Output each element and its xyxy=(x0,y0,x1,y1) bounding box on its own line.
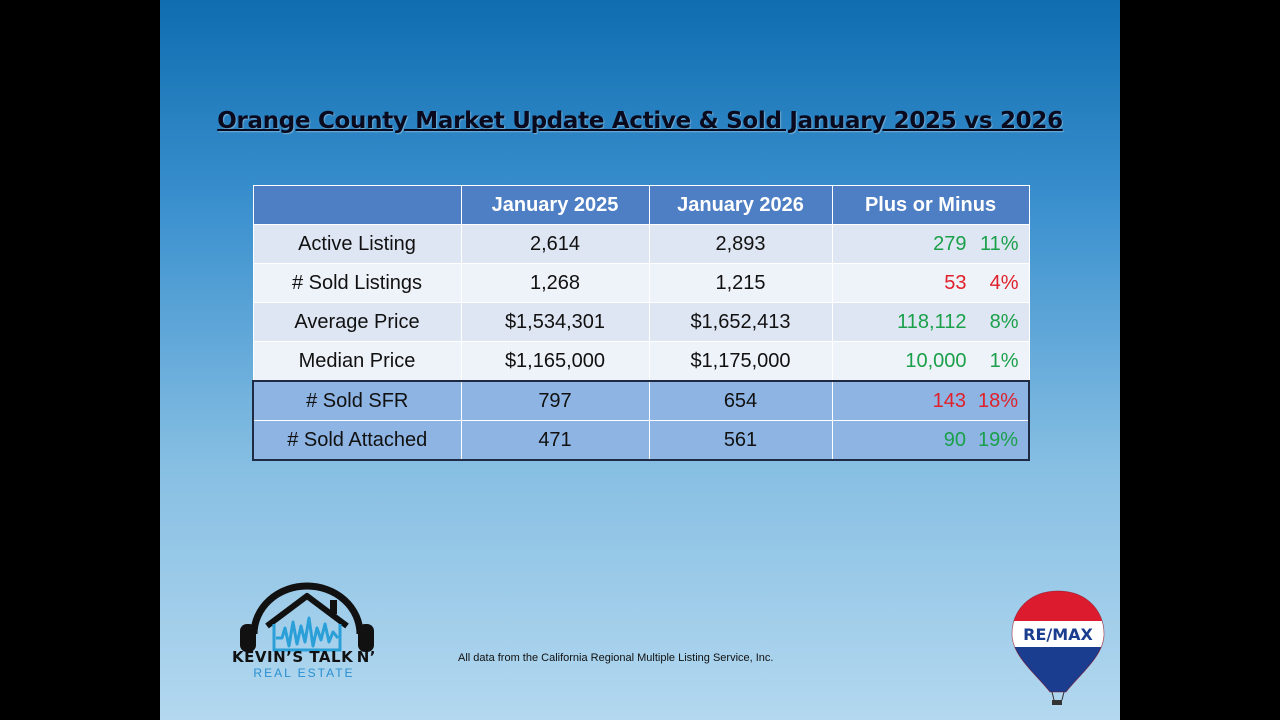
value-2025: $1,165,000 xyxy=(460,341,650,382)
value-2025: 1,268 xyxy=(460,263,650,303)
value-2026: 2,893 xyxy=(648,224,833,264)
value-2025: 797 xyxy=(460,380,650,421)
change-value: 143 xyxy=(932,389,966,412)
headphones-house-icon xyxy=(240,582,374,652)
change-percent: 8% xyxy=(989,310,1019,333)
value-2025: $1,534,301 xyxy=(460,302,650,342)
change-value: 118,112 xyxy=(897,310,967,333)
row-label: # Sold SFR xyxy=(252,380,462,421)
change-percent: 18% xyxy=(977,389,1018,412)
change-value: 90 xyxy=(943,428,966,451)
header-plus-minus: Plus or Minus xyxy=(831,185,1030,225)
value-2026: $1,175,000 xyxy=(648,341,833,382)
change-percent: 1% xyxy=(989,349,1019,372)
logo-subtitle: REAL ESTATE xyxy=(253,666,355,680)
logo-title: KEVIN’S TALK N’ xyxy=(232,648,376,666)
change-cell: 118,112 8% xyxy=(831,302,1030,342)
value-2026: 561 xyxy=(648,420,833,461)
value-2026: $1,652,413 xyxy=(648,302,833,342)
change-cell: 279 11% xyxy=(831,224,1030,264)
header-blank xyxy=(252,185,462,225)
row-label: Active Listing xyxy=(252,224,462,264)
row-label: # Sold Listings xyxy=(252,263,462,303)
table-row: Active Listing 2,614 2,893 279 11% xyxy=(252,224,1030,264)
hot-air-balloon-icon: RE/MAX xyxy=(1011,590,1105,705)
table-row: Median Price $1,165,000 $1,175,000 10,00… xyxy=(252,341,1030,382)
header-jan-2026: January 2026 xyxy=(648,185,833,225)
value-2026: 1,215 xyxy=(648,263,833,303)
table-row: Average Price $1,534,301 $1,652,413 118,… xyxy=(252,302,1030,342)
value-2025: 2,614 xyxy=(460,224,650,264)
change-cell: 143 18% xyxy=(831,380,1030,421)
value-2025: 471 xyxy=(460,420,650,461)
change-value: 279 xyxy=(933,232,967,255)
remax-label: RE/MAX xyxy=(1023,625,1093,644)
change-percent: 11% xyxy=(979,232,1019,255)
table-row: # Sold SFR 797 654 143 18% xyxy=(252,380,1030,421)
table-row: # Sold Attached 471 561 90 19% xyxy=(252,420,1030,461)
page-title: Orange County Market Update Active & Sol… xyxy=(217,108,1063,134)
change-value: 10,000 xyxy=(905,349,967,372)
change-value: 53 xyxy=(944,271,967,294)
change-cell: 53 4% xyxy=(831,263,1030,303)
table-row: # Sold Listings 1,268 1,215 53 4% xyxy=(252,263,1030,303)
table-header-row: January 2025 January 2026 Plus or Minus xyxy=(252,185,1030,225)
market-table: January 2025 January 2026 Plus or Minus … xyxy=(252,185,1030,461)
row-label: Median Price xyxy=(252,341,462,382)
slide: Orange County Market Update Active & Sol… xyxy=(160,0,1120,720)
row-label: # Sold Attached xyxy=(252,420,462,461)
change-cell: 90 19% xyxy=(831,420,1030,461)
row-label: Average Price xyxy=(252,302,462,342)
change-percent: 4% xyxy=(989,271,1019,294)
change-cell: 10,000 1% xyxy=(831,341,1030,382)
change-percent: 19% xyxy=(977,428,1018,451)
data-source-note: All data from the California Regional Mu… xyxy=(458,652,774,664)
value-2026: 654 xyxy=(648,380,833,421)
header-jan-2025: January 2025 xyxy=(460,185,650,225)
